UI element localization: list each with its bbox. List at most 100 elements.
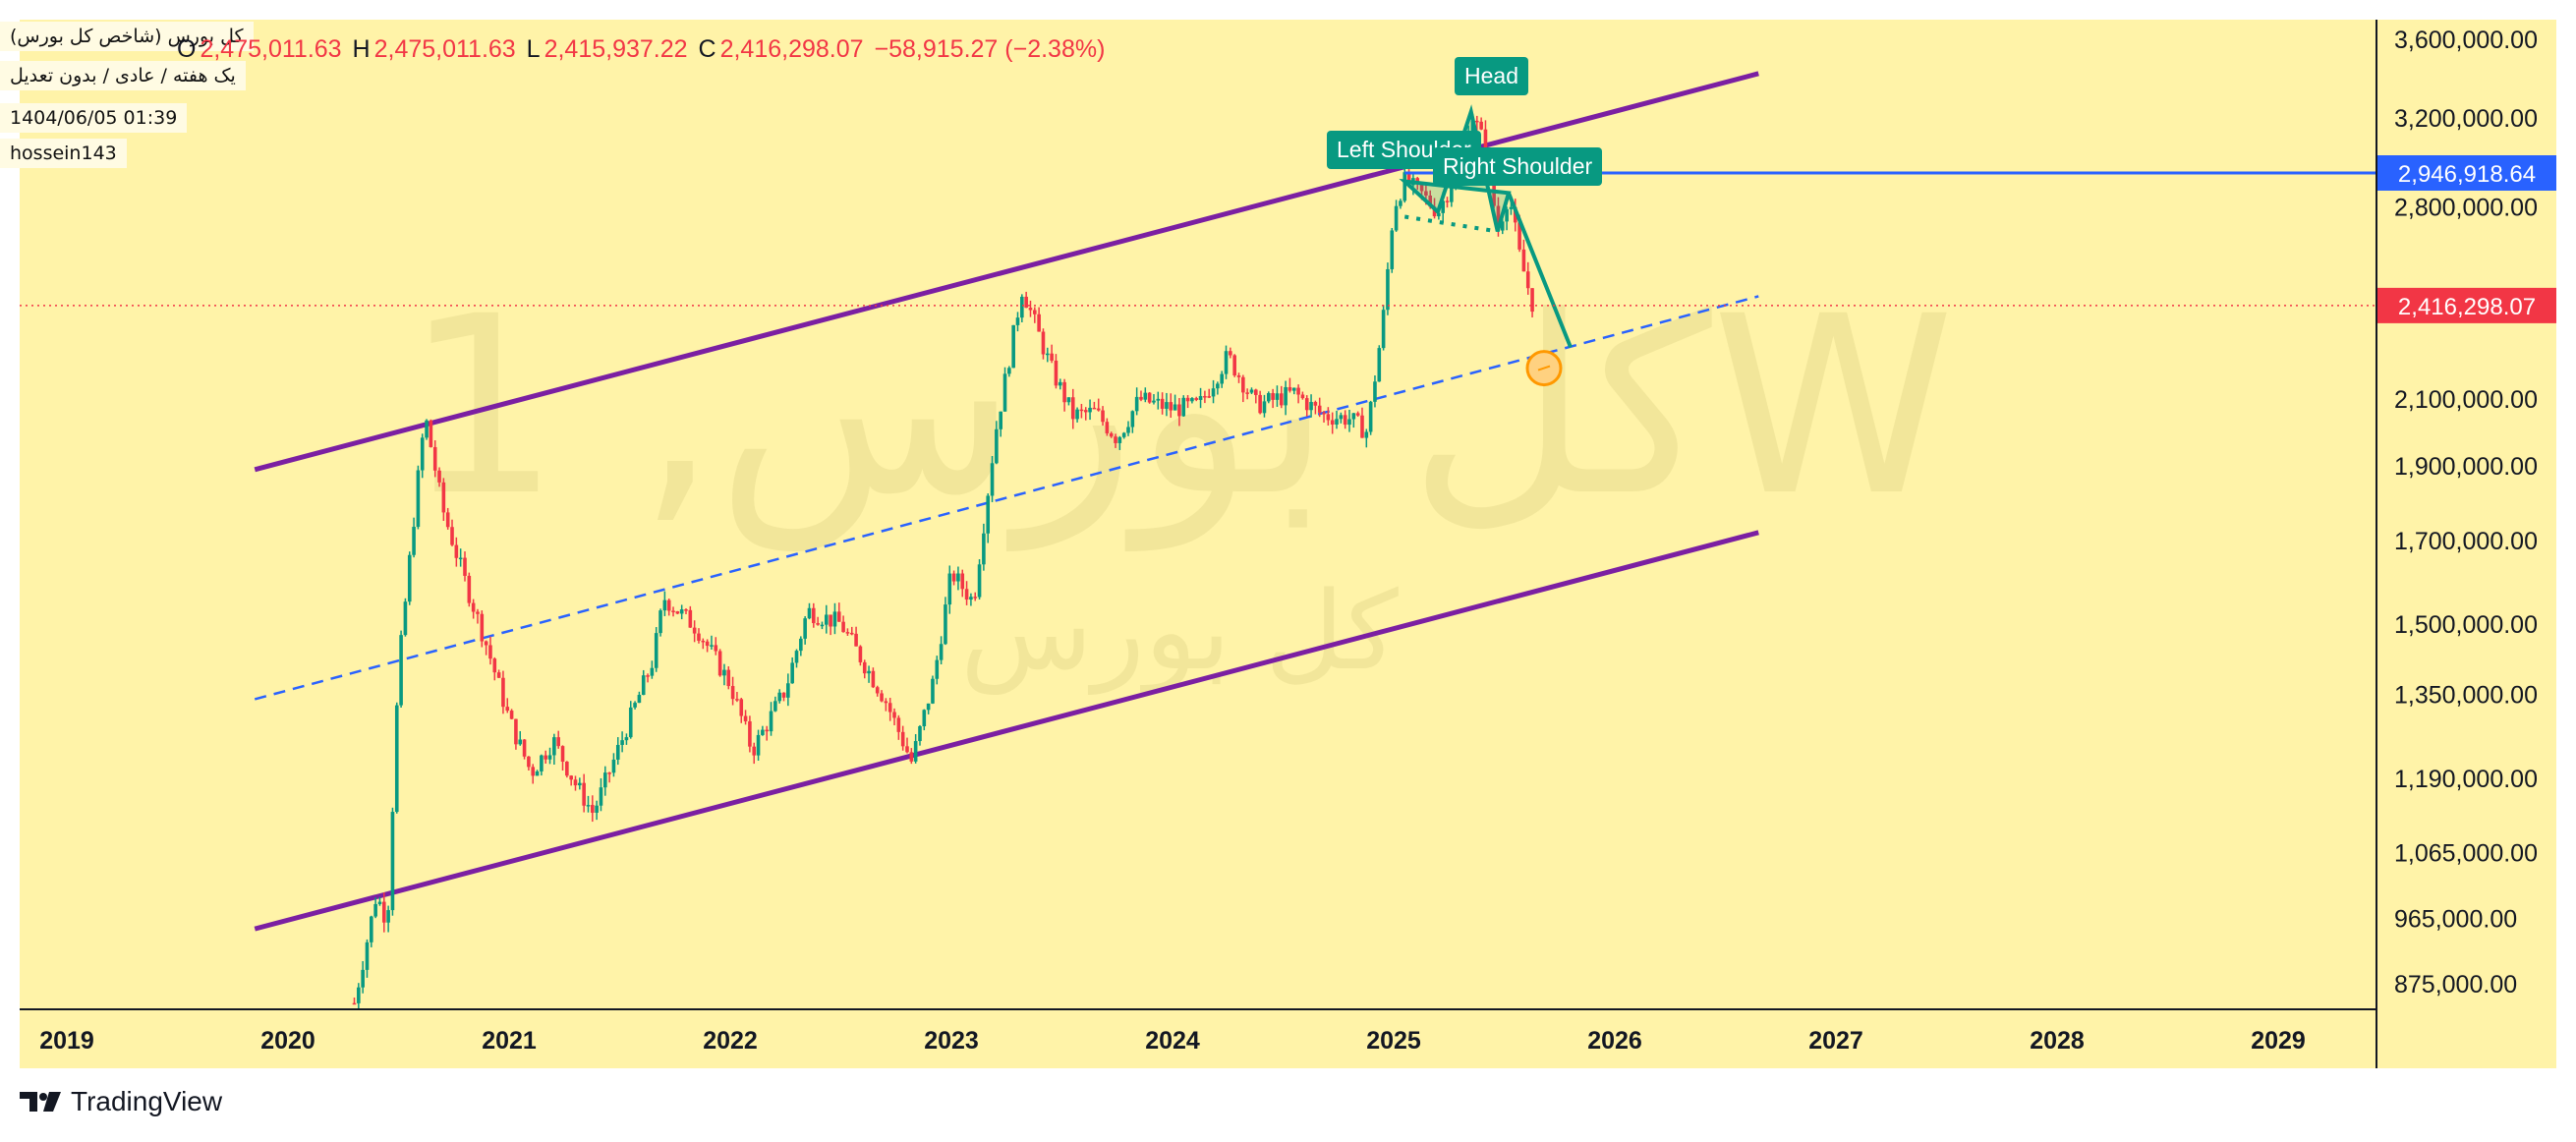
footer[interactable]: TradingView	[20, 1086, 222, 1117]
candle-body	[1377, 348, 1382, 382]
candle-body	[867, 670, 871, 674]
candles	[352, 113, 1534, 1009]
candle-body	[1513, 206, 1517, 223]
candle-body	[641, 675, 646, 696]
candle-body	[1351, 413, 1356, 420]
x-tick-label: 2020	[260, 1027, 315, 1055]
candle-body	[1517, 222, 1521, 250]
candle-body	[565, 761, 569, 776]
candle-body	[1165, 402, 1169, 409]
open-value: 2,475,011.63	[200, 35, 342, 63]
head-label[interactable]: Head	[1455, 57, 1528, 95]
candle-body	[1092, 407, 1097, 410]
candle-body	[650, 667, 655, 676]
y-tick-label: 3,200,000.00	[2394, 105, 2538, 133]
candle-body	[1194, 398, 1199, 400]
candle-body	[1509, 206, 1514, 209]
resistance-level-value: 2,946,918.64	[2398, 161, 2536, 188]
candle-body	[1143, 392, 1148, 400]
candle-body	[1050, 353, 1054, 361]
candle-body	[990, 463, 995, 496]
x-tick-label: 2021	[482, 1027, 537, 1055]
candle-body	[1326, 414, 1331, 421]
candle-body	[1266, 393, 1271, 402]
candle-body	[1288, 386, 1292, 391]
y-tick-label: 1,065,000.00	[2394, 839, 2538, 867]
candle-body	[357, 987, 361, 1003]
candle-body	[688, 609, 693, 628]
candle-body	[748, 720, 752, 747]
candle-body	[1450, 188, 1454, 202]
low-label: L	[526, 35, 541, 63]
tradingview-logo-icon	[20, 1092, 61, 1112]
resistance-level-badge	[2377, 154, 2556, 191]
candle-body	[514, 718, 518, 745]
candle-body	[1483, 129, 1488, 156]
candle-body	[1028, 308, 1033, 311]
candle-body	[1203, 396, 1207, 398]
candle-body	[1185, 397, 1190, 402]
brand-name: TradingView	[71, 1086, 223, 1116]
candle-body	[441, 482, 446, 513]
candle-body	[535, 771, 540, 776]
candle-body	[518, 739, 523, 745]
candle-body	[1279, 393, 1284, 406]
candle-body	[812, 607, 816, 624]
projection-line	[1507, 192, 1573, 349]
time-axis-background	[20, 1009, 2556, 1068]
candle-body	[999, 411, 1002, 429]
candle-body	[735, 699, 739, 701]
candle-body	[977, 564, 982, 598]
candle-body	[1364, 431, 1369, 438]
open-label: O	[177, 35, 197, 63]
candle-body	[607, 772, 611, 774]
channel-lower-line	[254, 530, 1759, 932]
candle-body	[1181, 397, 1186, 417]
candle-body	[1419, 182, 1424, 192]
candle-body	[628, 707, 633, 738]
candle-body	[905, 746, 909, 753]
candle-body	[705, 641, 710, 647]
candle-body	[922, 710, 927, 726]
candle-body	[547, 755, 552, 760]
candle-body	[1275, 393, 1280, 400]
candle-body	[1322, 412, 1326, 415]
candle-body	[595, 805, 599, 813]
target-marker-tick	[1537, 365, 1551, 371]
right-shoulder-label[interactable]: Right Shoulder	[1433, 147, 1603, 186]
candle-body	[658, 610, 662, 634]
candle-body	[752, 746, 757, 756]
candle-body	[697, 633, 701, 641]
candle-body	[1496, 205, 1501, 231]
candle-body	[467, 575, 472, 603]
candle-body	[1126, 427, 1130, 433]
candle-body	[1109, 432, 1114, 437]
candle-body	[505, 707, 510, 712]
candle-body	[1173, 404, 1177, 411]
candle-body	[370, 916, 373, 942]
candle-body	[611, 759, 616, 773]
channel-lines[interactable]	[254, 71, 1759, 932]
candle-body	[799, 638, 803, 652]
candle-body	[403, 601, 408, 636]
candle-body	[381, 901, 386, 923]
candle-body	[756, 734, 761, 756]
candle-body	[1033, 310, 1037, 314]
candle-body	[969, 597, 973, 600]
candle-body	[871, 670, 876, 688]
x-tick-label: 2027	[1808, 1027, 1863, 1055]
candle-body	[1147, 392, 1152, 403]
candle-body	[951, 573, 956, 582]
candle-body	[552, 737, 556, 756]
candle-body	[1284, 386, 1288, 406]
candle-body	[820, 624, 825, 627]
candle-body	[1045, 353, 1050, 356]
candle-body	[1245, 392, 1249, 394]
candle-body	[1441, 200, 1445, 213]
candle-body	[679, 609, 684, 614]
candle-body	[1190, 398, 1194, 402]
candle-body	[556, 737, 560, 747]
candle-body	[1066, 397, 1071, 403]
high-value: 2,475,011.63	[373, 35, 516, 63]
candle-body	[858, 646, 863, 662]
